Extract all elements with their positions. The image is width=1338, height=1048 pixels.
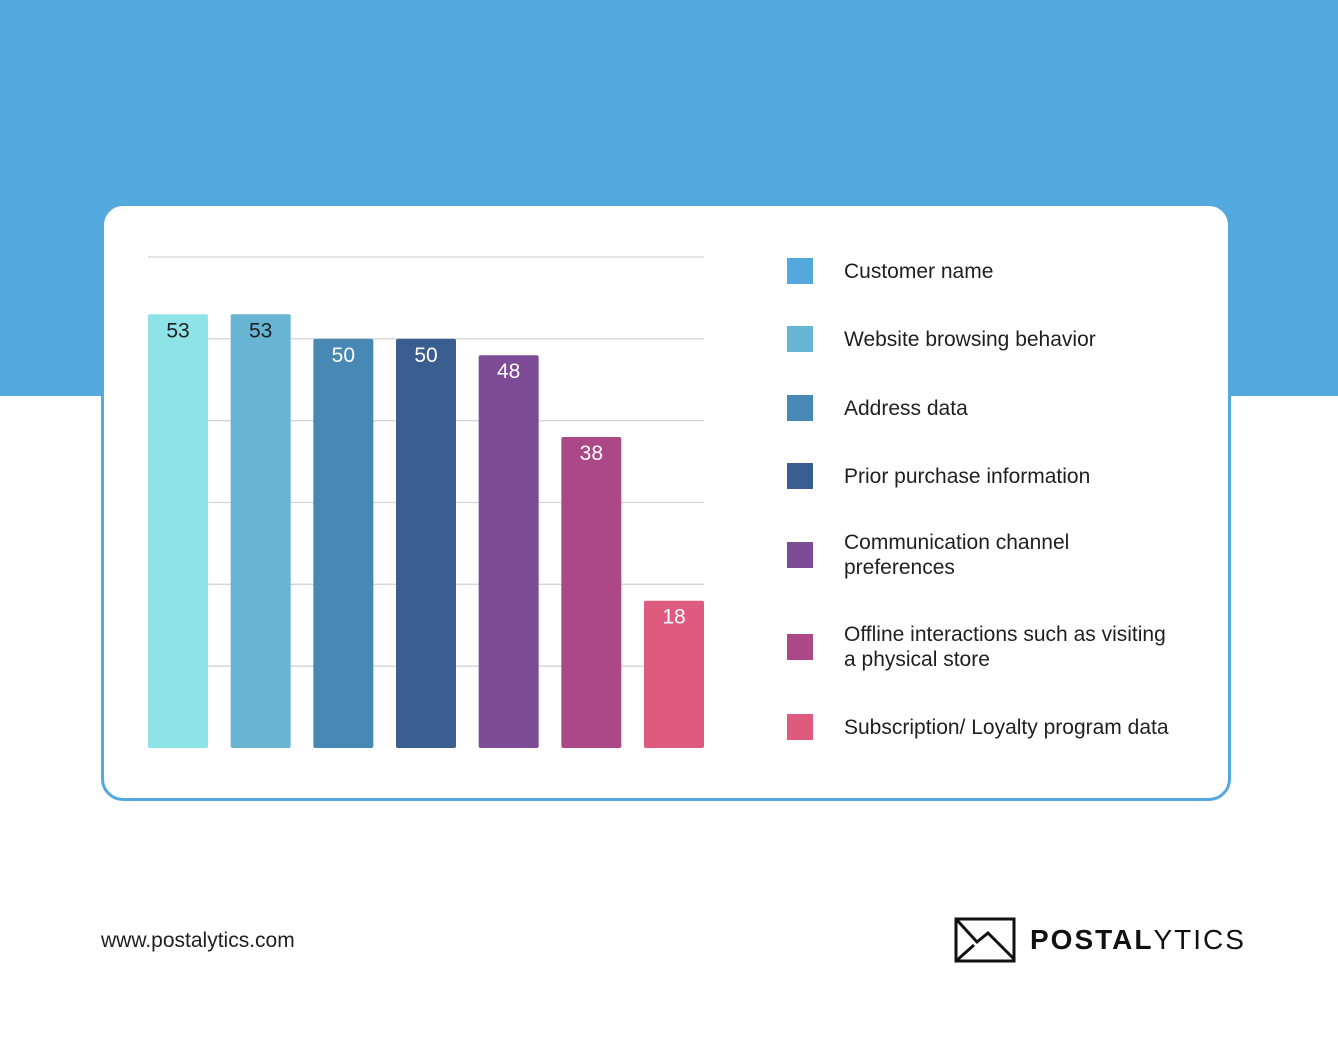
bar-value-label-3: 50	[332, 344, 355, 367]
legend-swatch-5	[787, 542, 813, 568]
bar-6	[561, 437, 622, 748]
postalytics-logo: POSTALYTICS	[954, 917, 1246, 963]
legend-swatch-7	[787, 714, 813, 740]
bar-value-label-5: 48	[497, 360, 520, 383]
legend-swatch-2	[787, 326, 813, 352]
legend-swatch-3	[787, 395, 813, 421]
bar-value-label-4: 50	[414, 344, 437, 367]
chart-card: 53 53 50 50 48 38 18 Customer name Website brow…	[101, 203, 1231, 801]
legend-item-3: Address data	[787, 395, 1174, 421]
legend-label-5: Communication channel preferences	[844, 531, 1070, 579]
legend-item-7: Subscription/ Loyalty program data	[787, 714, 1174, 740]
legend-item-1: Customer name	[787, 258, 1174, 284]
bar-chart: 53 53 50 50 48 38 18	[148, 256, 704, 748]
legend-label-6: Offline interactions such as visiting a …	[844, 623, 1166, 671]
legend-label-7: Subscription/ Loyalty program data	[844, 715, 1169, 739]
bar-value-label-2: 53	[249, 319, 272, 342]
legend-item-5: Communication channel preferences	[787, 530, 1124, 580]
legend-label-3: Address data	[844, 396, 968, 420]
logo-wordmark: POSTALYTICS	[1030, 924, 1246, 956]
bar-3	[313, 338, 374, 748]
logo-wordmark-bold: POSTAL	[1030, 924, 1154, 955]
bar-5	[478, 355, 539, 748]
legend-label-2: Website browsing behavior	[844, 327, 1096, 351]
bar-4	[396, 338, 456, 748]
legend-item-4: Prior purchase information	[787, 463, 1174, 489]
legend-label-4: Prior purchase information	[844, 464, 1091, 488]
bar-7	[644, 600, 704, 748]
envelope-chart-icon	[954, 917, 1016, 963]
website-url[interactable]: www.postalytics.com	[101, 929, 295, 952]
legend-label-1: Customer name	[844, 259, 994, 283]
bar-value-label-1: 53	[166, 319, 189, 342]
legend-swatch-6	[787, 634, 813, 660]
bar-value-label-6: 38	[580, 442, 603, 465]
bar-value-label-7: 18	[662, 606, 685, 629]
legend-item-2: Website browsing behavior	[787, 326, 1174, 352]
bar-1	[148, 314, 208, 748]
legend-swatch-1	[787, 258, 813, 284]
legend-swatch-4	[787, 463, 813, 489]
legend-item-6: Offline interactions such as visiting a …	[787, 622, 1174, 672]
bar-2	[230, 314, 291, 748]
logo-wordmark-light: YTICS	[1153, 924, 1246, 955]
